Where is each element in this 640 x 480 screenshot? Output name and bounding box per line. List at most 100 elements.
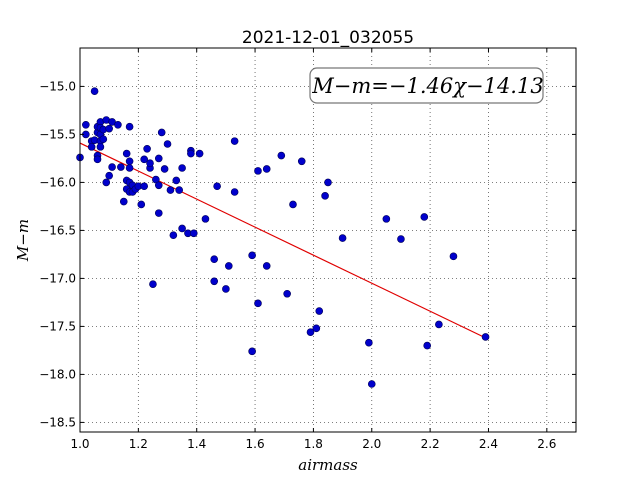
data-point	[201, 215, 210, 223]
data-point	[122, 149, 131, 158]
annotation-box	[309, 67, 544, 104]
data-point	[289, 200, 297, 209]
data-point	[175, 186, 183, 194]
data-point	[338, 234, 347, 242]
data-point	[397, 235, 405, 243]
data-point	[125, 164, 134, 172]
y-tick-label: −16.5	[39, 223, 76, 237]
data-point	[99, 135, 108, 143]
y-tick-label: −18.0	[39, 367, 76, 381]
data-point	[90, 87, 99, 95]
data-point	[105, 171, 113, 180]
data-point	[324, 178, 332, 187]
data-point	[154, 209, 163, 217]
grid-lines	[79, 48, 576, 432]
data-points	[76, 87, 490, 388]
data-point	[449, 252, 458, 261]
x-tick-label: 1.2	[129, 437, 148, 451]
data-point	[420, 213, 429, 221]
data-point	[169, 231, 178, 239]
data-point	[230, 137, 239, 145]
data-point	[189, 229, 198, 238]
data-point	[125, 122, 134, 131]
data-point	[154, 181, 163, 190]
data-point	[96, 143, 105, 151]
data-point	[140, 182, 148, 191]
data-point	[172, 176, 181, 185]
data-point	[225, 262, 233, 270]
axis-ticks	[79, 48, 576, 432]
data-point	[210, 255, 219, 264]
data-point	[367, 380, 376, 388]
data-point	[195, 149, 204, 158]
data-point	[283, 289, 291, 298]
data-point	[166, 186, 175, 194]
data-point	[87, 143, 96, 151]
data-point	[365, 338, 373, 347]
plot-frame	[79, 47, 577, 433]
data-point	[481, 333, 490, 341]
data-point	[321, 192, 329, 200]
data-point	[262, 165, 271, 173]
data-point	[315, 307, 324, 315]
x-axis-label: airmass	[298, 456, 358, 474]
data-point	[160, 165, 169, 173]
data-point	[108, 163, 116, 171]
data-point	[93, 155, 102, 164]
x-tick-label: 1.4	[187, 437, 206, 451]
data-point	[178, 224, 186, 233]
data-point	[114, 121, 122, 129]
data-point	[306, 328, 315, 336]
data-point	[137, 200, 146, 209]
x-tick-label: 1.0	[70, 437, 89, 451]
y-tick-labels: −15.0 −15.5 −16.0 −16.5 −17.0 −17.5 −18.0 −18.5	[39, 79, 76, 429]
x-tick-label: 2.6	[537, 437, 556, 451]
x-tick-label: 1.6	[246, 437, 265, 451]
y-tick-label: −17.0	[39, 271, 76, 285]
data-point	[213, 182, 221, 191]
data-point	[210, 277, 219, 286]
data-point	[187, 149, 195, 158]
data-point	[140, 155, 148, 164]
data-point	[178, 164, 186, 172]
data-point	[125, 157, 134, 166]
fit-line	[79, 142, 486, 339]
data-point	[117, 163, 125, 171]
data-point	[230, 188, 239, 196]
annotation-text: M−m=−1.46χ−14.13	[311, 74, 543, 98]
data-point	[82, 121, 90, 129]
data-point	[157, 128, 166, 137]
y-tick-label: −15.0	[39, 79, 76, 93]
y-axis-label: M−m	[14, 219, 32, 262]
data-point	[312, 324, 321, 333]
y-tick-label: −16.0	[39, 175, 76, 189]
data-point	[163, 140, 172, 148]
x-tick-labels: 1.0 1.2 1.4 1.6 1.8 2.0 2.2 2.4 2.6	[70, 437, 556, 451]
data-point	[102, 178, 111, 187]
data-point	[146, 159, 154, 167]
fit-annotation: M−m=−1.46χ−14.13	[309, 67, 544, 104]
data-point	[254, 167, 262, 175]
fit-line-group	[79, 142, 486, 339]
data-point	[119, 197, 128, 206]
chart-title: 2021-12-01_032055	[242, 28, 414, 48]
data-point	[105, 124, 113, 133]
x-tick-label: 2.2	[421, 437, 440, 451]
data-point	[154, 154, 163, 163]
x-tick-label: 1.8	[304, 437, 323, 451]
y-tick-label: −18.5	[39, 415, 76, 429]
y-tick-label: −17.5	[39, 319, 76, 333]
data-point	[435, 320, 443, 329]
data-point	[143, 145, 151, 153]
y-tick-label: −15.5	[39, 127, 76, 141]
data-point	[248, 347, 256, 356]
data-point	[222, 285, 230, 293]
data-point	[254, 299, 262, 308]
data-point	[297, 157, 306, 166]
plot-area	[80, 48, 576, 432]
data-point	[248, 251, 256, 260]
data-point	[262, 262, 271, 270]
x-tick-label: 2.0	[362, 437, 381, 451]
data-point	[382, 215, 391, 223]
data-point	[149, 280, 157, 288]
